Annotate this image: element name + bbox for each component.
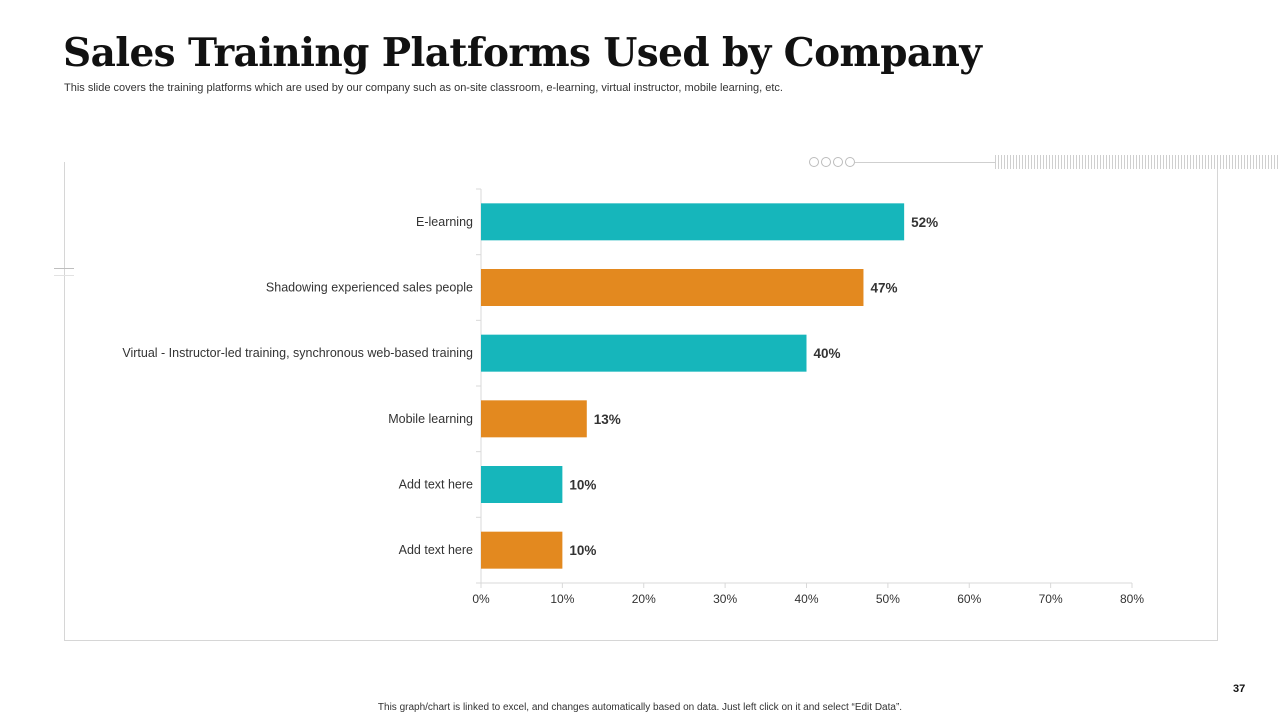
footer-note: This graph/chart is linked to excel, and… (377, 702, 903, 713)
decorative-circle (821, 157, 831, 167)
value-label: 40% (814, 346, 841, 361)
decorative-circle (845, 157, 855, 167)
slide-subtitle: This slide covers the training platforms… (64, 82, 783, 94)
value-label: 10% (569, 478, 596, 493)
category-label: Mobile learning (388, 412, 473, 426)
category-label: Virtual - Instructor-led training, synch… (122, 346, 473, 360)
x-tick-label: 50% (876, 592, 900, 606)
decorative-tick (54, 268, 74, 276)
slide-title: Sales Training Platforms Used by Company (63, 30, 982, 76)
value-label: 10% (569, 543, 596, 558)
bar[interactable] (481, 531, 563, 569)
x-tick-label: 20% (632, 592, 656, 606)
x-tick-label: 10% (550, 592, 574, 606)
value-label: 52% (911, 215, 938, 230)
bar[interactable] (481, 269, 864, 306)
bar[interactable] (481, 466, 563, 503)
bar[interactable] (481, 400, 587, 438)
decorative-line (855, 162, 995, 163)
x-tick-label: 40% (794, 592, 818, 606)
x-tick-label: 80% (1120, 592, 1144, 606)
x-tick-label: 0% (472, 592, 490, 606)
decorative-circle (833, 157, 843, 167)
category-label: Add text here (399, 543, 473, 557)
category-label: Add text here (399, 478, 473, 492)
bar[interactable] (481, 334, 807, 372)
bar[interactable] (481, 203, 905, 241)
x-tick-label: 30% (713, 592, 737, 606)
category-label: Shadowing experienced sales people (266, 281, 473, 295)
decorative-circle (809, 157, 819, 167)
decorative-stripes (995, 155, 1280, 169)
decorative-circles (809, 157, 855, 167)
page-number: 37 (1233, 683, 1246, 695)
value-label: 47% (870, 281, 897, 296)
x-tick-label: 70% (1039, 592, 1063, 606)
value-label: 13% (594, 412, 621, 427)
x-tick-label: 60% (957, 592, 981, 606)
chart-frame (64, 162, 1218, 641)
category-label: E-learning (416, 215, 473, 229)
